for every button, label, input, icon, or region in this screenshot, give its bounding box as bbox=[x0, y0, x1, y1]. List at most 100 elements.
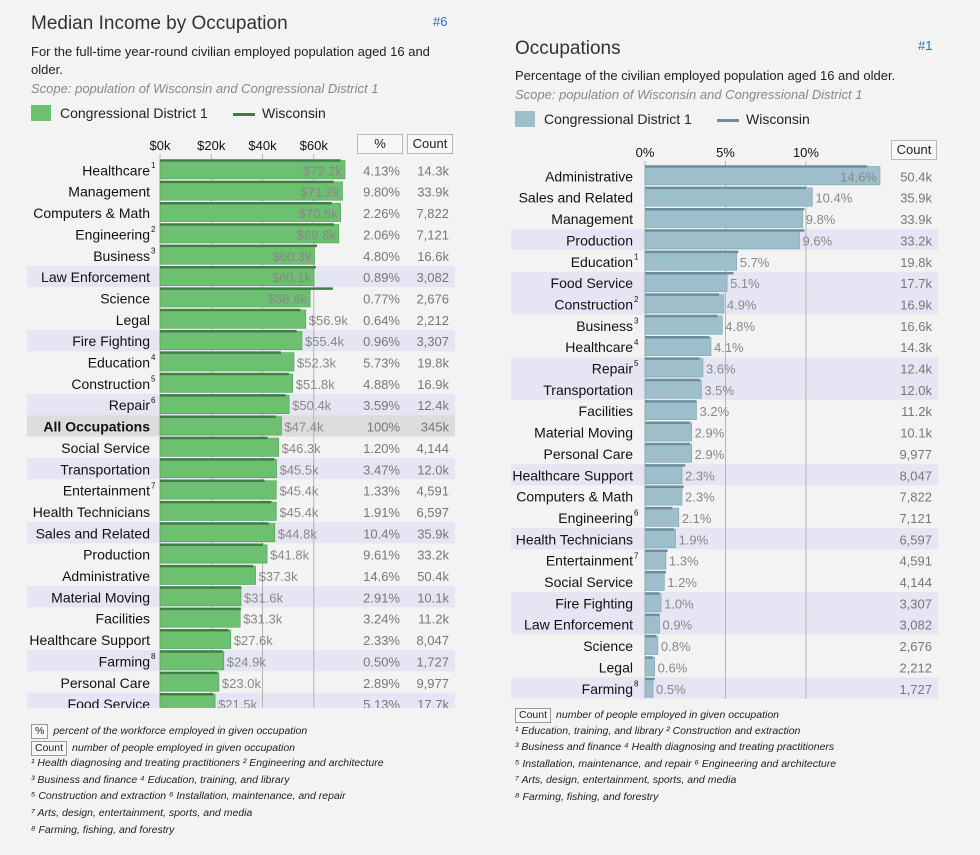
footnote-text: ¹ Health diagnosing and treating practit… bbox=[31, 757, 384, 770]
bar-district[interactable] bbox=[159, 523, 276, 543]
bar-district[interactable] bbox=[159, 480, 277, 500]
bar-value-label: 4.1% bbox=[714, 340, 744, 355]
bar-district[interactable] bbox=[644, 550, 667, 570]
bar-district[interactable] bbox=[644, 507, 680, 527]
bar-district[interactable] bbox=[644, 230, 800, 250]
bar-value-label: 5.1% bbox=[730, 276, 760, 291]
bar-district[interactable] bbox=[644, 593, 662, 613]
count-value: 2,676 bbox=[899, 639, 932, 654]
category-label: Transportation bbox=[543, 382, 633, 398]
bar-district[interactable] bbox=[159, 672, 220, 692]
category-label: Social Service bbox=[544, 574, 633, 590]
bar-district[interactable] bbox=[644, 401, 697, 421]
bar-value-label: 3.2% bbox=[700, 404, 730, 419]
percent-value: 9.80% bbox=[363, 185, 400, 200]
count-value: 10.1k bbox=[417, 590, 449, 605]
category-label: Personal Care bbox=[544, 446, 634, 462]
bar-district[interactable] bbox=[644, 678, 654, 698]
bar-district[interactable] bbox=[159, 416, 282, 436]
bar-value-label: 1.3% bbox=[669, 554, 699, 569]
panel-number-link[interactable]: #6 bbox=[433, 14, 448, 29]
bar-district[interactable] bbox=[159, 437, 279, 457]
percent-value: 4.13% bbox=[363, 163, 400, 178]
bar-district[interactable] bbox=[644, 208, 804, 228]
bar-value-label: $60.3k bbox=[272, 249, 312, 264]
percent-value: 4.80% bbox=[363, 249, 400, 264]
bar-value-label: $24.9k bbox=[227, 654, 267, 669]
axis-tick-label: $0k bbox=[150, 138, 171, 153]
legend-state-label: Wisconsin bbox=[262, 105, 326, 121]
category-label: Fire Fighting bbox=[72, 333, 150, 349]
bar-district[interactable] bbox=[644, 529, 676, 549]
percent-value: 2.06% bbox=[363, 227, 400, 242]
bar-value-label: 0.8% bbox=[661, 639, 691, 654]
bar-district[interactable] bbox=[159, 651, 225, 671]
bar-district[interactable] bbox=[644, 272, 728, 292]
bar-value-label: $56.9k bbox=[309, 313, 349, 328]
category-label: Construction bbox=[71, 376, 150, 392]
count-value: 9,977 bbox=[899, 447, 932, 462]
bar-district[interactable] bbox=[644, 465, 683, 485]
bar-district[interactable] bbox=[644, 251, 738, 271]
category-label: Management bbox=[68, 184, 150, 200]
footnote-text: ⁷ Arts, design, entertainment, sports, a… bbox=[515, 774, 737, 787]
bar-district[interactable] bbox=[644, 379, 702, 399]
bar-value-label: $37.3k bbox=[259, 569, 299, 584]
bar-district[interactable] bbox=[159, 608, 241, 628]
count-value: 17.7k bbox=[900, 276, 932, 291]
bar-district[interactable] bbox=[159, 587, 242, 607]
count-value: 33.9k bbox=[417, 185, 449, 200]
footnotes: % percent of the workforce employed in gi… bbox=[31, 724, 461, 844]
bar-value-label: 2.3% bbox=[685, 490, 715, 505]
legend: Congressional District 1 Wisconsin bbox=[515, 111, 935, 129]
bar-value-label: 0.9% bbox=[662, 618, 692, 633]
count-value: 4,144 bbox=[899, 575, 932, 590]
legend-state-label: Wisconsin bbox=[746, 111, 810, 127]
bar-district[interactable] bbox=[644, 422, 692, 442]
bar-district[interactable] bbox=[644, 294, 725, 314]
bar-district[interactable] bbox=[644, 443, 692, 463]
bar-district[interactable] bbox=[159, 693, 216, 708]
bar-district[interactable] bbox=[644, 657, 655, 677]
count-column-header[interactable]: Count bbox=[891, 140, 937, 160]
bar-value-label: 1.0% bbox=[664, 596, 694, 611]
count-value: 12.0k bbox=[900, 383, 932, 398]
bar-value-label: 3.6% bbox=[706, 362, 736, 377]
bar-district[interactable] bbox=[644, 614, 660, 634]
bar-district[interactable] bbox=[159, 629, 232, 649]
percent-value: 3.59% bbox=[363, 398, 400, 413]
panel-number-link[interactable]: #1 bbox=[918, 38, 933, 53]
count-value: 7,822 bbox=[416, 206, 449, 221]
row-background bbox=[511, 357, 938, 379]
bar-district[interactable] bbox=[644, 571, 665, 591]
axis-tick-label: 5% bbox=[716, 145, 735, 160]
count-value: 1,727 bbox=[416, 654, 449, 669]
bar-district[interactable] bbox=[159, 544, 268, 564]
bar-district[interactable] bbox=[644, 337, 712, 356]
percent-column-header[interactable]: % bbox=[357, 134, 403, 154]
bar-value-label: $60.1k bbox=[272, 270, 312, 285]
category-superscript: 2 bbox=[634, 295, 639, 304]
count-value: 16.6k bbox=[900, 319, 932, 334]
bar-district[interactable] bbox=[159, 565, 256, 585]
category-label: Transportation bbox=[60, 461, 150, 477]
bar-district[interactable] bbox=[644, 358, 704, 378]
bar-district[interactable] bbox=[159, 373, 294, 393]
category-label: Repair bbox=[109, 397, 151, 413]
percent-value: 1.20% bbox=[363, 441, 400, 456]
bar-district[interactable] bbox=[644, 187, 813, 207]
category-label: Computers & Math bbox=[33, 205, 150, 221]
bar-district[interactable] bbox=[159, 395, 290, 415]
bar-district[interactable] bbox=[159, 331, 303, 350]
bar-district[interactable] bbox=[159, 459, 277, 479]
bar-district[interactable] bbox=[644, 635, 659, 655]
bar-district[interactable] bbox=[644, 315, 723, 335]
percent-value: 0.50% bbox=[363, 654, 400, 669]
bar-district[interactable] bbox=[644, 486, 683, 506]
bar-district[interactable] bbox=[159, 352, 295, 372]
category-superscript: 5 bbox=[634, 359, 639, 368]
bar-district[interactable] bbox=[159, 309, 307, 329]
bar-value-label: 4.8% bbox=[725, 319, 755, 334]
bar-district[interactable] bbox=[159, 501, 277, 521]
count-column-header[interactable]: Count bbox=[407, 134, 453, 154]
